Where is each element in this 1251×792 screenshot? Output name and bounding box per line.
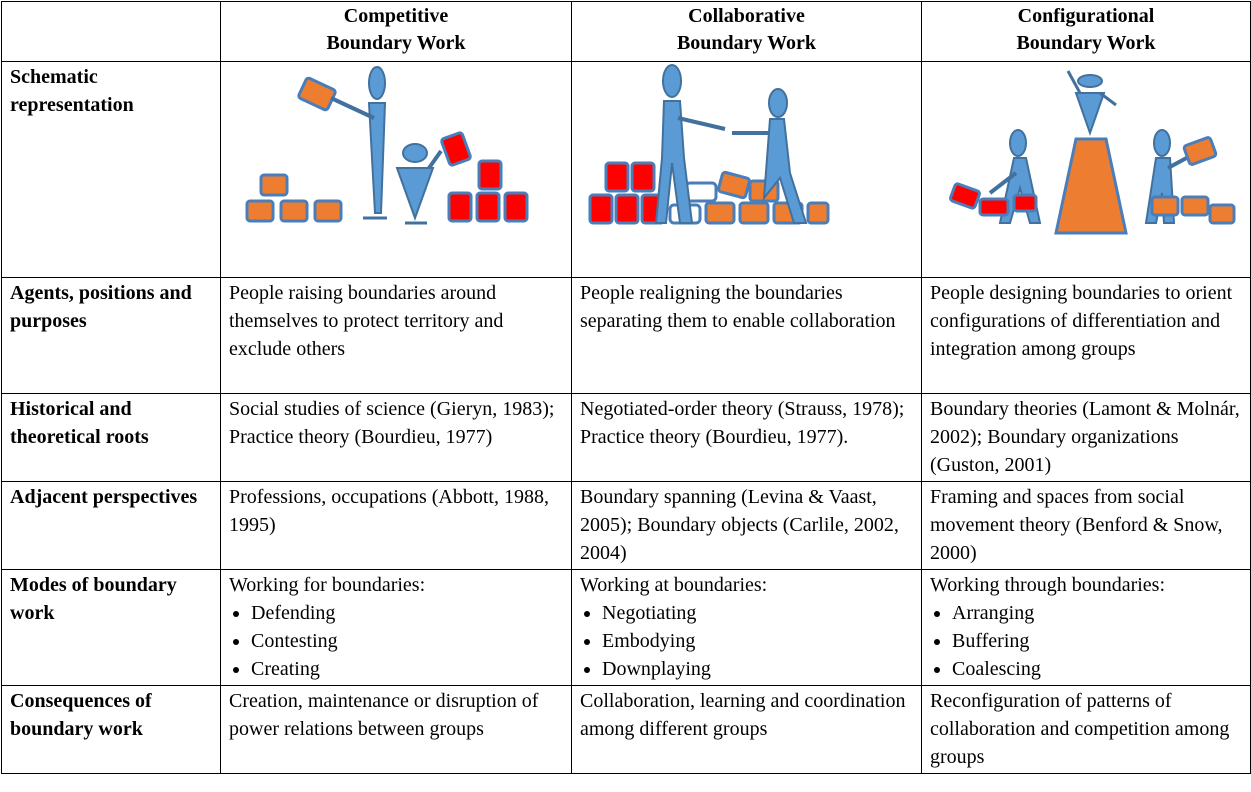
list-intro: Working for boundaries: <box>229 574 426 596</box>
table-row: Historical and theoretical roots Social s… <box>1 393 1251 482</box>
row-label: Agents, positions and purposes <box>1 277 221 394</box>
mode-item: Coalescing <box>952 655 1242 683</box>
table-row: Consequences of boundary work Creation, m… <box>1 685 1251 774</box>
mode-list: DefendingContestingCreating <box>229 599 563 683</box>
header-line: Boundary Work <box>676 32 817 54</box>
schematic-row: Schematic representation <box>1 61 1251 278</box>
table-cell: Framing and spaces from social movement … <box>921 481 1251 570</box>
schematic-cell <box>571 61 922 278</box>
table-row: Agents, positions and purposes People rai… <box>1 277 1251 394</box>
header-line: Competitive <box>343 5 449 27</box>
mode-item: Negotiating <box>602 599 913 627</box>
table-cell: Working through boundaries: ArrangingBuff… <box>921 569 1251 686</box>
row-label: Schematic representation <box>1 61 221 278</box>
row-label: Historical and theoretical roots <box>1 393 221 482</box>
table-cell: People realigning the boundaries separat… <box>571 277 922 394</box>
mode-item: Embodying <box>602 627 913 655</box>
table-row: Adjacent perspectives Professions, occupa… <box>1 481 1251 570</box>
table-cell: Boundary theories (Lamont & Molnár, 2002… <box>921 393 1251 482</box>
table-cell: Reconfiguration of patterns of collabora… <box>921 685 1251 774</box>
mode-item: Buffering <box>952 627 1242 655</box>
table-cell: People designing boundaries to orient co… <box>921 277 1251 394</box>
schematic-cell <box>220 61 572 278</box>
column-header: Competitive Boundary Work <box>220 1 572 62</box>
competitive-illustration <box>245 66 529 225</box>
table-cell: Working at boundaries: NegotiatingEmbodyi… <box>571 569 922 686</box>
table-cell: People raising boundaries around themsel… <box>220 277 572 394</box>
mode-list: ArrangingBufferingCoalescing <box>930 599 1242 683</box>
list-intro: Working through boundaries: <box>930 574 1166 596</box>
table-cell: Working for boundaries: DefendingContesti… <box>220 569 572 686</box>
row-label: Adjacent perspectives <box>1 481 221 570</box>
table-cell: Creation, maintenance or disruption of p… <box>220 685 572 774</box>
mode-item: Defending <box>251 599 563 627</box>
configurational-illustration <box>949 70 1236 235</box>
table-row: Modes of boundary work Working for bounda… <box>1 569 1251 686</box>
collaborative-illustration <box>588 64 830 225</box>
header-line: Configurational <box>1017 5 1155 27</box>
mode-item: Downplaying <box>602 655 913 683</box>
mode-item: Contesting <box>251 627 563 655</box>
mode-item: Arranging <box>952 599 1242 627</box>
comparison-table: Competitive Boundary Work Collaborative Bou… <box>1 1 1251 774</box>
mode-list: NegotiatingEmbodyingDownplaying <box>580 599 913 683</box>
header-line: Boundary Work <box>326 32 466 54</box>
schematic-cell <box>921 61 1251 278</box>
header-row: Competitive Boundary Work Collaborative Bou… <box>1 1 1251 62</box>
list-intro: Working at boundaries: <box>580 574 768 596</box>
table-cell: Boundary spanning (Levina & Vaast, 2005)… <box>571 481 922 570</box>
table-cell: Social studies of science (Gieryn, 1983)… <box>220 393 572 482</box>
table-cell: Negotiated-order theory (Strauss, 1978);… <box>571 393 922 482</box>
column-header: Collaborative Boundary Work <box>571 1 922 62</box>
column-header: Configurational Boundary Work <box>921 1 1251 62</box>
header-line: Boundary Work <box>1016 32 1156 54</box>
header-line: Collaborative <box>688 5 805 27</box>
table-cell: Professions, occupations (Abbott, 1988, … <box>220 481 572 570</box>
row-label: Modes of boundary work <box>1 569 221 686</box>
mode-item: Creating <box>251 655 563 683</box>
corner-cell <box>1 1 221 62</box>
table-cell: Collaboration, learning and coordination… <box>571 685 922 774</box>
row-label: Consequences of boundary work <box>1 685 221 774</box>
